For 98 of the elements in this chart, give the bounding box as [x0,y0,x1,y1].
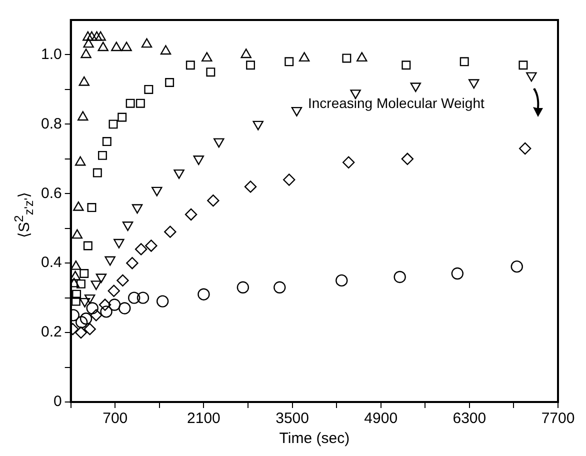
point [356,52,368,62]
point [144,84,154,94]
point [336,274,348,287]
point [84,322,96,336]
point [198,288,210,300]
point [92,168,102,178]
point [202,52,212,62]
point [71,296,80,306]
point [98,42,108,52]
point [141,38,152,48]
point [100,306,112,318]
point [126,98,135,108]
point [78,76,90,86]
point [74,326,88,339]
point [126,256,138,270]
point [186,60,195,70]
x-tick-label: 7700 [541,410,575,428]
point [108,120,118,129]
point [76,316,88,328]
point [451,267,464,280]
point [83,241,92,250]
point [116,274,129,287]
point [108,298,121,311]
point [145,240,158,252]
point [184,208,198,221]
point [206,68,216,77]
point [90,280,102,290]
point [274,281,286,294]
point [136,98,145,108]
point [86,31,98,41]
point [519,142,532,155]
x-tick-label: 4900 [364,410,398,428]
point [284,57,294,66]
point [96,274,107,284]
point [134,243,148,256]
y-tick-label: 0.6 [40,184,62,202]
point [84,294,96,304]
point [402,60,411,70]
point [510,260,523,273]
point [118,302,131,314]
y-tick-label: 0 [54,393,62,410]
point [104,256,116,266]
point [114,238,124,248]
y-tick-label: 0.8 [40,115,62,132]
point [90,309,102,322]
point [174,169,184,179]
point [98,150,107,160]
point [102,137,112,146]
point [80,48,92,58]
point [87,203,96,212]
y-tick-label: 0.4 [40,254,62,272]
point [86,302,98,314]
point [342,54,352,63]
point [80,269,89,278]
x-axis-title: Time (sec) [279,430,350,448]
y-tick-label: 1.0 [40,46,62,63]
point [91,31,102,41]
x-tick-label: 3500 [276,410,309,428]
point [108,284,120,297]
annotation: Increasing Molecular Weight [308,95,484,111]
point [342,156,355,168]
point [95,31,106,41]
point [164,226,176,238]
point [518,60,528,70]
point [240,48,252,58]
point [121,42,132,52]
point [78,111,88,121]
point [118,112,127,122]
point [83,38,94,48]
x-tick-label: 700 [102,410,128,428]
point [98,298,112,311]
point [72,290,82,299]
x-tick-label: 6300 [452,410,486,428]
point [460,57,469,66]
point [73,201,84,211]
point [165,78,174,87]
point [82,31,94,41]
point [128,292,140,304]
point [207,194,220,207]
point [136,292,150,304]
point [72,229,83,239]
point [80,312,92,325]
point [79,298,90,308]
point [246,60,256,70]
point [74,156,86,166]
point [244,180,257,193]
point [401,152,414,166]
point [236,281,250,294]
point [283,174,296,186]
point [111,42,122,52]
point [160,45,172,55]
point [298,52,310,62]
point [122,222,134,231]
point [76,279,86,288]
point [156,295,169,308]
x-tick-label: 2100 [187,410,220,428]
point [394,270,406,284]
y-tick-label: 0.2 [40,324,62,341]
